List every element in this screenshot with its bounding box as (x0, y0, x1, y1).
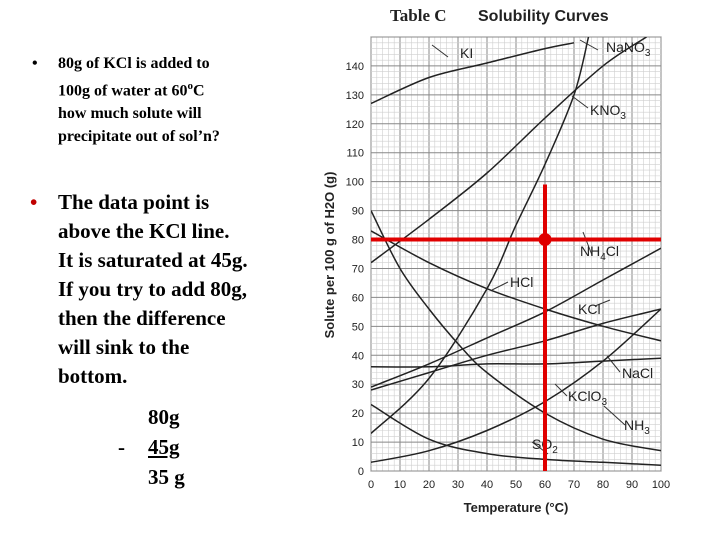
leader-kcl (594, 299, 611, 307)
label-nano3: NaNO3 (606, 39, 651, 59)
x-tick-label: 70 (568, 479, 580, 491)
y-tick-label: 90 (352, 206, 364, 218)
answer-line-3: It is saturated at 45g. (58, 248, 248, 273)
question-bullet: • 80g of KCl is added to 100g of water a… (28, 52, 328, 148)
label-hcl: HCl (510, 274, 533, 290)
label-nh3: NH3 (624, 417, 650, 437)
minus-sign: - (118, 435, 125, 459)
answer-line-2: above the KCl line. (58, 219, 230, 244)
x-tick-label: 20 (423, 479, 435, 491)
y-axis-label: Solute per 100 g of H2O (g) (322, 172, 337, 339)
answer-line-1: The data point is (58, 190, 210, 215)
calc-subtrahend: 45g (148, 435, 180, 459)
text-column: • 80g of KCl is added to 100g of water a… (28, 52, 328, 391)
question-line-4: precipitate out of sol’n? (58, 128, 220, 146)
label-nh4cl: NH4Cl (580, 243, 619, 263)
leader-hcl (491, 281, 509, 291)
x-tick-label: 60 (539, 479, 551, 491)
chart-title-prefix: Table C (390, 6, 447, 25)
answer-line-7: bottom. (58, 364, 128, 389)
chart-title: Solubility Curves (478, 8, 609, 25)
x-tick-label: 40 (481, 479, 493, 491)
curve-nano3 (371, 37, 647, 264)
axis-ticks: 0 10 20 30 40 50 60 70 80 90 100 0 10 20 30 40 50 60 70 80 9… (346, 61, 671, 491)
x-tick-label: 0 (368, 479, 374, 491)
y-tick-label: 120 (346, 119, 364, 131)
label-kclo3: KClO3 (568, 388, 607, 408)
annotation (371, 184, 661, 471)
answer-line-6: will sink to the (58, 335, 190, 360)
series-labels: KI NaNO3 KNO3 NH4Cl HCl KCl NaCl KClO3 NH3 SO2 (431, 39, 653, 456)
y-tick-label: 140 (346, 61, 364, 73)
curve-nh4cl (371, 247, 661, 388)
curve-nacl (371, 357, 661, 368)
curve-so2 (371, 403, 661, 466)
label-nacl: NaCl (622, 365, 653, 381)
leader-nano3 (579, 39, 599, 51)
y-tick-label: 70 (352, 263, 364, 275)
y-tick-label: 110 (346, 148, 364, 160)
subtraction-calculation: 80g -45g 35 g (118, 402, 185, 492)
y-tick-label: 10 (352, 437, 364, 449)
answer-line-5: then the difference (58, 306, 226, 331)
chart-grid (370, 36, 662, 472)
x-tick-label: 90 (626, 479, 638, 491)
calc-line-1: 80g (148, 405, 180, 429)
leader-nh4cl (582, 231, 593, 256)
x-tick-label: 100 (652, 479, 670, 491)
calc-line-2: -45g (118, 432, 185, 462)
leader-nh3 (603, 405, 626, 426)
x-tick-label: 80 (597, 479, 609, 491)
curve-kcl (371, 308, 661, 391)
y-tick-label: 80 (352, 235, 364, 247)
bullet-dot: • (32, 55, 38, 72)
curve-kclo3 (371, 308, 661, 464)
curve-kno3 (371, 37, 590, 434)
y-tick-label: 100 (346, 177, 364, 189)
x-axis-label: Temperature (°C) (464, 500, 569, 515)
curve-nh3 (371, 210, 661, 452)
label-kcl: KCl (578, 301, 601, 317)
question-line-2: 100g of water at 60oC (58, 80, 205, 100)
leader-kno3 (571, 95, 589, 109)
y-tick-label: 60 (352, 292, 364, 304)
x-tick-label: 50 (510, 479, 522, 491)
bullet-dot: • (30, 190, 38, 215)
x-tick-label: 30 (452, 479, 464, 491)
curve-hcl (371, 230, 661, 342)
data-point-marker (538, 233, 552, 247)
label-kno3: KNO3 (590, 102, 626, 122)
label-ki: KI (460, 45, 473, 61)
leader-ki (431, 44, 449, 58)
y-tick-label: 40 (352, 350, 364, 362)
question-line-3: how much solute will (58, 105, 202, 123)
answer-bullet: • The data point is above the KCl line. … (28, 188, 328, 391)
answer-line-4: If you try to add 80g, (58, 277, 248, 302)
label-so2: SO2 (532, 436, 558, 456)
y-tick-label: 20 (352, 408, 364, 420)
y-tick-label: 30 (352, 379, 364, 391)
y-tick-label: 50 (352, 321, 364, 333)
calc-result: 35 g (148, 465, 185, 489)
y-tick-label: 0 (358, 466, 364, 478)
series-curves (371, 37, 661, 466)
leader-nacl (606, 355, 621, 373)
x-tick-label: 10 (394, 479, 406, 491)
leader-kclo3 (554, 383, 568, 397)
degree-superscript: o (187, 80, 193, 92)
y-tick-label: 130 (346, 90, 364, 102)
question-line-1: 80g of KCl is added to (58, 55, 210, 72)
curve-ki (371, 42, 575, 105)
